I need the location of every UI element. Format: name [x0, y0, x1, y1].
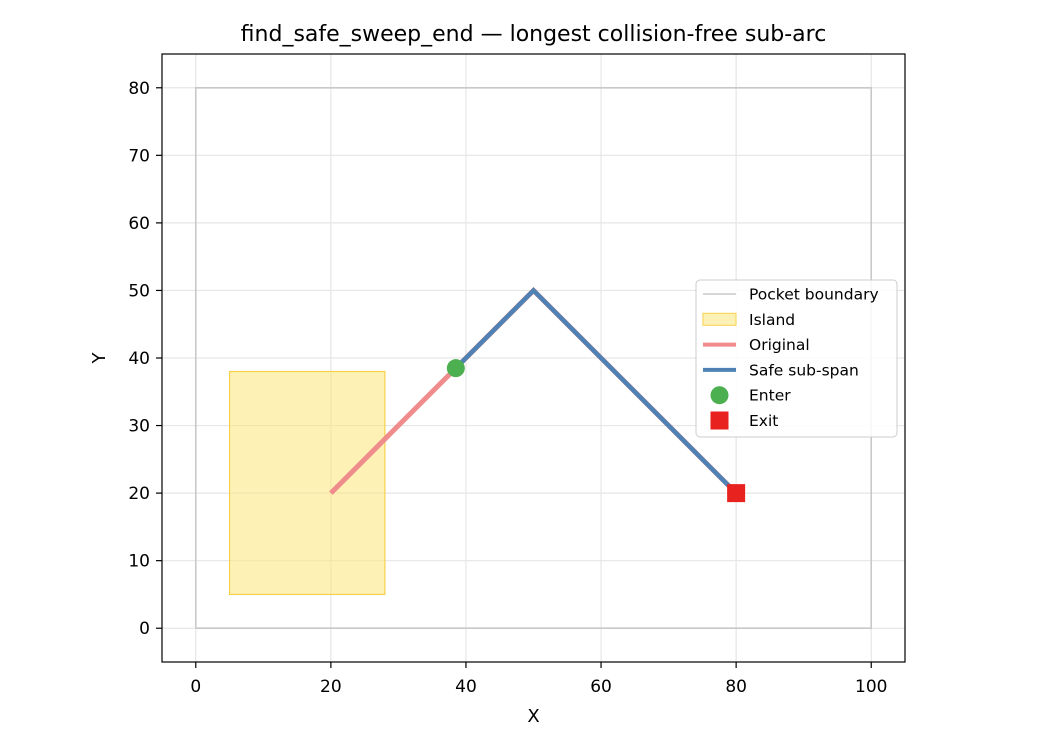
legend-box — [695, 279, 898, 438]
original-line — [329, 286, 738, 495]
legend-swatch-island — [702, 312, 737, 326]
legend-label-enter: Enter — [749, 387, 791, 405]
y-tick-label: 50 — [128, 281, 150, 301]
legend-label-original: Original — [749, 336, 810, 354]
safe-sub-span-line — [454, 287, 738, 495]
y-tick-label: 0 — [139, 619, 150, 639]
y-tick-label: 80 — [128, 79, 150, 99]
x-tick-label: 80 — [725, 677, 747, 697]
legend: Pocket boundary Island Original Safe sub-sp… — [695, 279, 898, 438]
pocket-boundary-line — [194, 86, 873, 630]
x-tick-label: 20 — [320, 677, 342, 697]
y-axis: 0 10 20 30 40 50 60 70 80 — [128, 79, 162, 639]
legend-label-exit: Exit — [749, 412, 778, 430]
exit-marker — [727, 484, 746, 503]
y-axis-label: Y — [89, 352, 110, 365]
x-tick-label: 0 — [190, 677, 201, 697]
legend-swatch-enter — [710, 386, 729, 405]
y-tick-label: 40 — [128, 349, 150, 369]
legend-label-island: Island — [749, 311, 795, 329]
island-polygon — [228, 370, 386, 596]
x-axis-label: X — [527, 706, 539, 727]
y-tick-label: 70 — [128, 146, 150, 166]
y-tick-label: 20 — [128, 484, 150, 504]
x-tick-label: 40 — [455, 677, 477, 697]
plot-area — [194, 86, 873, 630]
y-tick-label: 30 — [128, 417, 150, 437]
y-tick-label: 10 — [128, 552, 150, 572]
enter-marker — [446, 359, 465, 378]
legend-label-pocket-boundary: Pocket boundary — [749, 286, 879, 304]
legend-swatch-exit — [710, 411, 729, 430]
y-tick-label: 60 — [128, 214, 150, 234]
x-axis: 0 20 40 60 80 100 — [190, 662, 887, 697]
x-tick-label: 60 — [590, 677, 612, 697]
legend-label-safe-sub-span: Safe sub-span — [749, 361, 859, 379]
x-tick-label: 100 — [855, 677, 887, 697]
chart-title: find_safe_sweep_end — longest collision-… — [241, 22, 827, 47]
